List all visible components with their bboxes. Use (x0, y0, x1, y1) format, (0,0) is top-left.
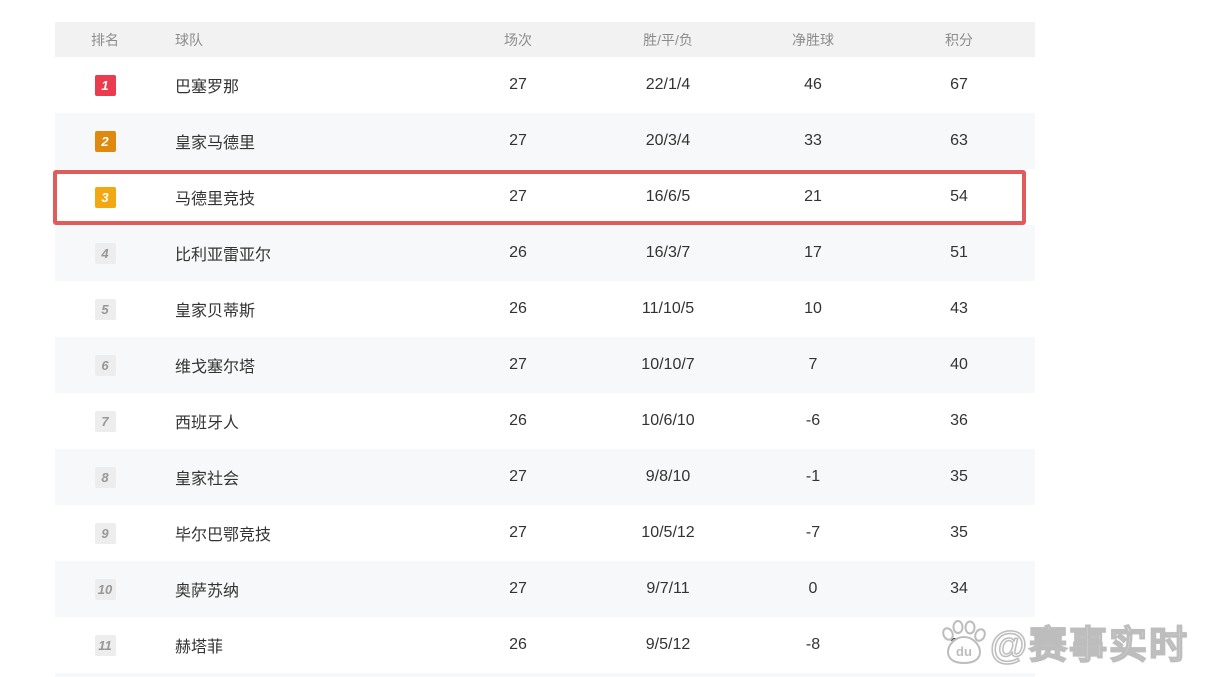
team-name: 奥萨苏纳 (175, 583, 240, 600)
team-name: 西班牙人 (175, 415, 240, 432)
points: 34 (950, 580, 968, 597)
matches-played: 26 (509, 636, 527, 653)
win-draw-loss: 10/6/10 (641, 412, 695, 429)
goal-difference: 21 (804, 188, 822, 205)
win-draw-loss: 20/3/4 (645, 132, 691, 149)
matches-played: 26 (509, 412, 527, 429)
rank-cell: 6 (55, 354, 155, 376)
table-row[interactable]: 1 巴塞罗那 27 22/1/4 46 67 (55, 57, 1035, 113)
points: 40 (950, 356, 968, 373)
points: 51 (950, 244, 968, 261)
goal-difference: -1 (805, 468, 821, 485)
points: 35 (950, 524, 968, 541)
table-row[interactable]: 7 西班牙人 26 10/6/10 -6 36 (55, 393, 1035, 449)
goal-difference: 0 (808, 580, 818, 597)
table-row[interactable]: 9 毕尔巴鄂竞技 27 10/5/12 -7 35 (55, 505, 1035, 561)
table-row[interactable]: 4 比利亚雷亚尔 26 16/3/7 17 51 (55, 225, 1035, 281)
goal-difference: 33 (804, 132, 822, 149)
points: 32 (950, 636, 968, 653)
header-wdl: 胜/平/负 (643, 31, 693, 48)
rank-cell: 11 (55, 634, 155, 656)
table-row[interactable]: 2 皇家马德里 27 20/3/4 33 63 (55, 113, 1035, 169)
rank-cell: 9 (55, 522, 155, 544)
win-draw-loss: 10/10/7 (641, 356, 695, 373)
win-draw-loss: 9/5/12 (645, 636, 691, 653)
table-header-row: 排名 球队 场次 胜/平/负 净胜球 积分 (55, 22, 1035, 57)
team-name: 皇家马德里 (175, 135, 256, 152)
table-row[interactable]: 5 皇家贝蒂斯 26 11/10/5 10 43 (55, 281, 1035, 337)
goal-difference: -6 (805, 412, 821, 429)
team-name: 维戈塞尔塔 (175, 359, 256, 376)
win-draw-loss: 11/10/5 (641, 300, 695, 317)
matches-played: 26 (509, 244, 527, 261)
header-rank: 排名 (91, 31, 119, 48)
goal-difference: 46 (804, 76, 822, 93)
points: 43 (950, 300, 968, 317)
points: 67 (950, 76, 968, 93)
goal-difference: 10 (804, 300, 822, 317)
goal-difference: 7 (808, 356, 818, 373)
rank-badge: 6 (94, 354, 116, 376)
rank-cell: 5 (55, 298, 155, 320)
rank-badge: 10 (94, 578, 116, 600)
matches-played: 26 (509, 300, 527, 317)
matches-played: 27 (509, 468, 527, 485)
table-row[interactable]: 10 奥萨苏纳 27 9/7/11 0 34 (55, 561, 1035, 617)
rank-cell: 7 (55, 410, 155, 432)
rank-badge: 8 (94, 466, 116, 488)
rank-cell: 2 (55, 130, 155, 152)
rank-cell: 10 (55, 578, 155, 600)
rank-badge: 2 (94, 130, 116, 152)
win-draw-loss: 9/7/11 (646, 580, 690, 597)
header-team: 球队 (175, 31, 203, 48)
header-played: 场次 (504, 31, 532, 48)
goal-difference: -8 (805, 636, 821, 653)
win-draw-loss: 22/1/4 (645, 76, 691, 93)
matches-played: 27 (509, 580, 527, 597)
matches-played: 27 (509, 524, 527, 541)
team-name: 比利亚雷亚尔 (175, 247, 272, 264)
rank-badge: 3 (94, 186, 116, 208)
rank-badge: 1 (94, 74, 116, 96)
team-name: 巴塞罗那 (175, 79, 240, 96)
team-name: 皇家贝蒂斯 (175, 303, 256, 320)
goal-difference: 17 (804, 244, 822, 261)
rank-badge: 7 (94, 410, 116, 432)
points: 54 (950, 188, 968, 205)
rank-cell: 3 (55, 186, 155, 208)
partial-next-row (55, 673, 1035, 677)
standings-body: 1 巴塞罗那 27 22/1/4 46 67 2 皇家马德里 27 20/3/4… (53, 57, 1035, 673)
header-points: 积分 (945, 31, 973, 48)
points: 35 (950, 468, 968, 485)
win-draw-loss: 10/5/12 (641, 524, 695, 541)
rank-cell: 1 (55, 74, 155, 96)
rank-badge: 4 (94, 242, 116, 264)
goal-difference: -7 (805, 524, 821, 541)
rank-badge: 5 (94, 298, 116, 320)
matches-played: 27 (509, 76, 527, 93)
matches-played: 27 (509, 356, 527, 373)
team-name: 马德里竞技 (175, 191, 256, 208)
header-goal-diff: 净胜球 (792, 31, 834, 48)
points: 36 (950, 412, 968, 429)
rank-badge: 11 (94, 634, 116, 656)
win-draw-loss: 9/8/10 (645, 468, 691, 485)
points: 63 (950, 132, 968, 149)
table-row[interactable]: 3 马德里竞技 27 16/6/5 21 54 (53, 169, 1035, 225)
table-row[interactable]: 6 维戈塞尔塔 27 10/10/7 7 40 (55, 337, 1035, 393)
matches-played: 27 (509, 188, 527, 205)
team-name: 毕尔巴鄂竞技 (175, 527, 272, 544)
rank-badge: 9 (94, 522, 116, 544)
table-row[interactable]: 11 赫塔菲 26 9/5/12 -8 32 (55, 617, 1035, 673)
standings-table: 排名 球队 场次 胜/平/负 净胜球 积分 1 巴塞罗那 27 22/1/4 4… (53, 22, 1035, 677)
rank-cell: 8 (55, 466, 155, 488)
win-draw-loss: 16/3/7 (645, 244, 691, 261)
table-row[interactable]: 8 皇家社会 27 9/8/10 -1 35 (55, 449, 1035, 505)
team-name: 赫塔菲 (175, 639, 224, 656)
team-name: 皇家社会 (175, 471, 240, 488)
matches-played: 27 (509, 132, 527, 149)
rank-cell: 4 (55, 242, 155, 264)
win-draw-loss: 16/6/5 (645, 188, 691, 205)
